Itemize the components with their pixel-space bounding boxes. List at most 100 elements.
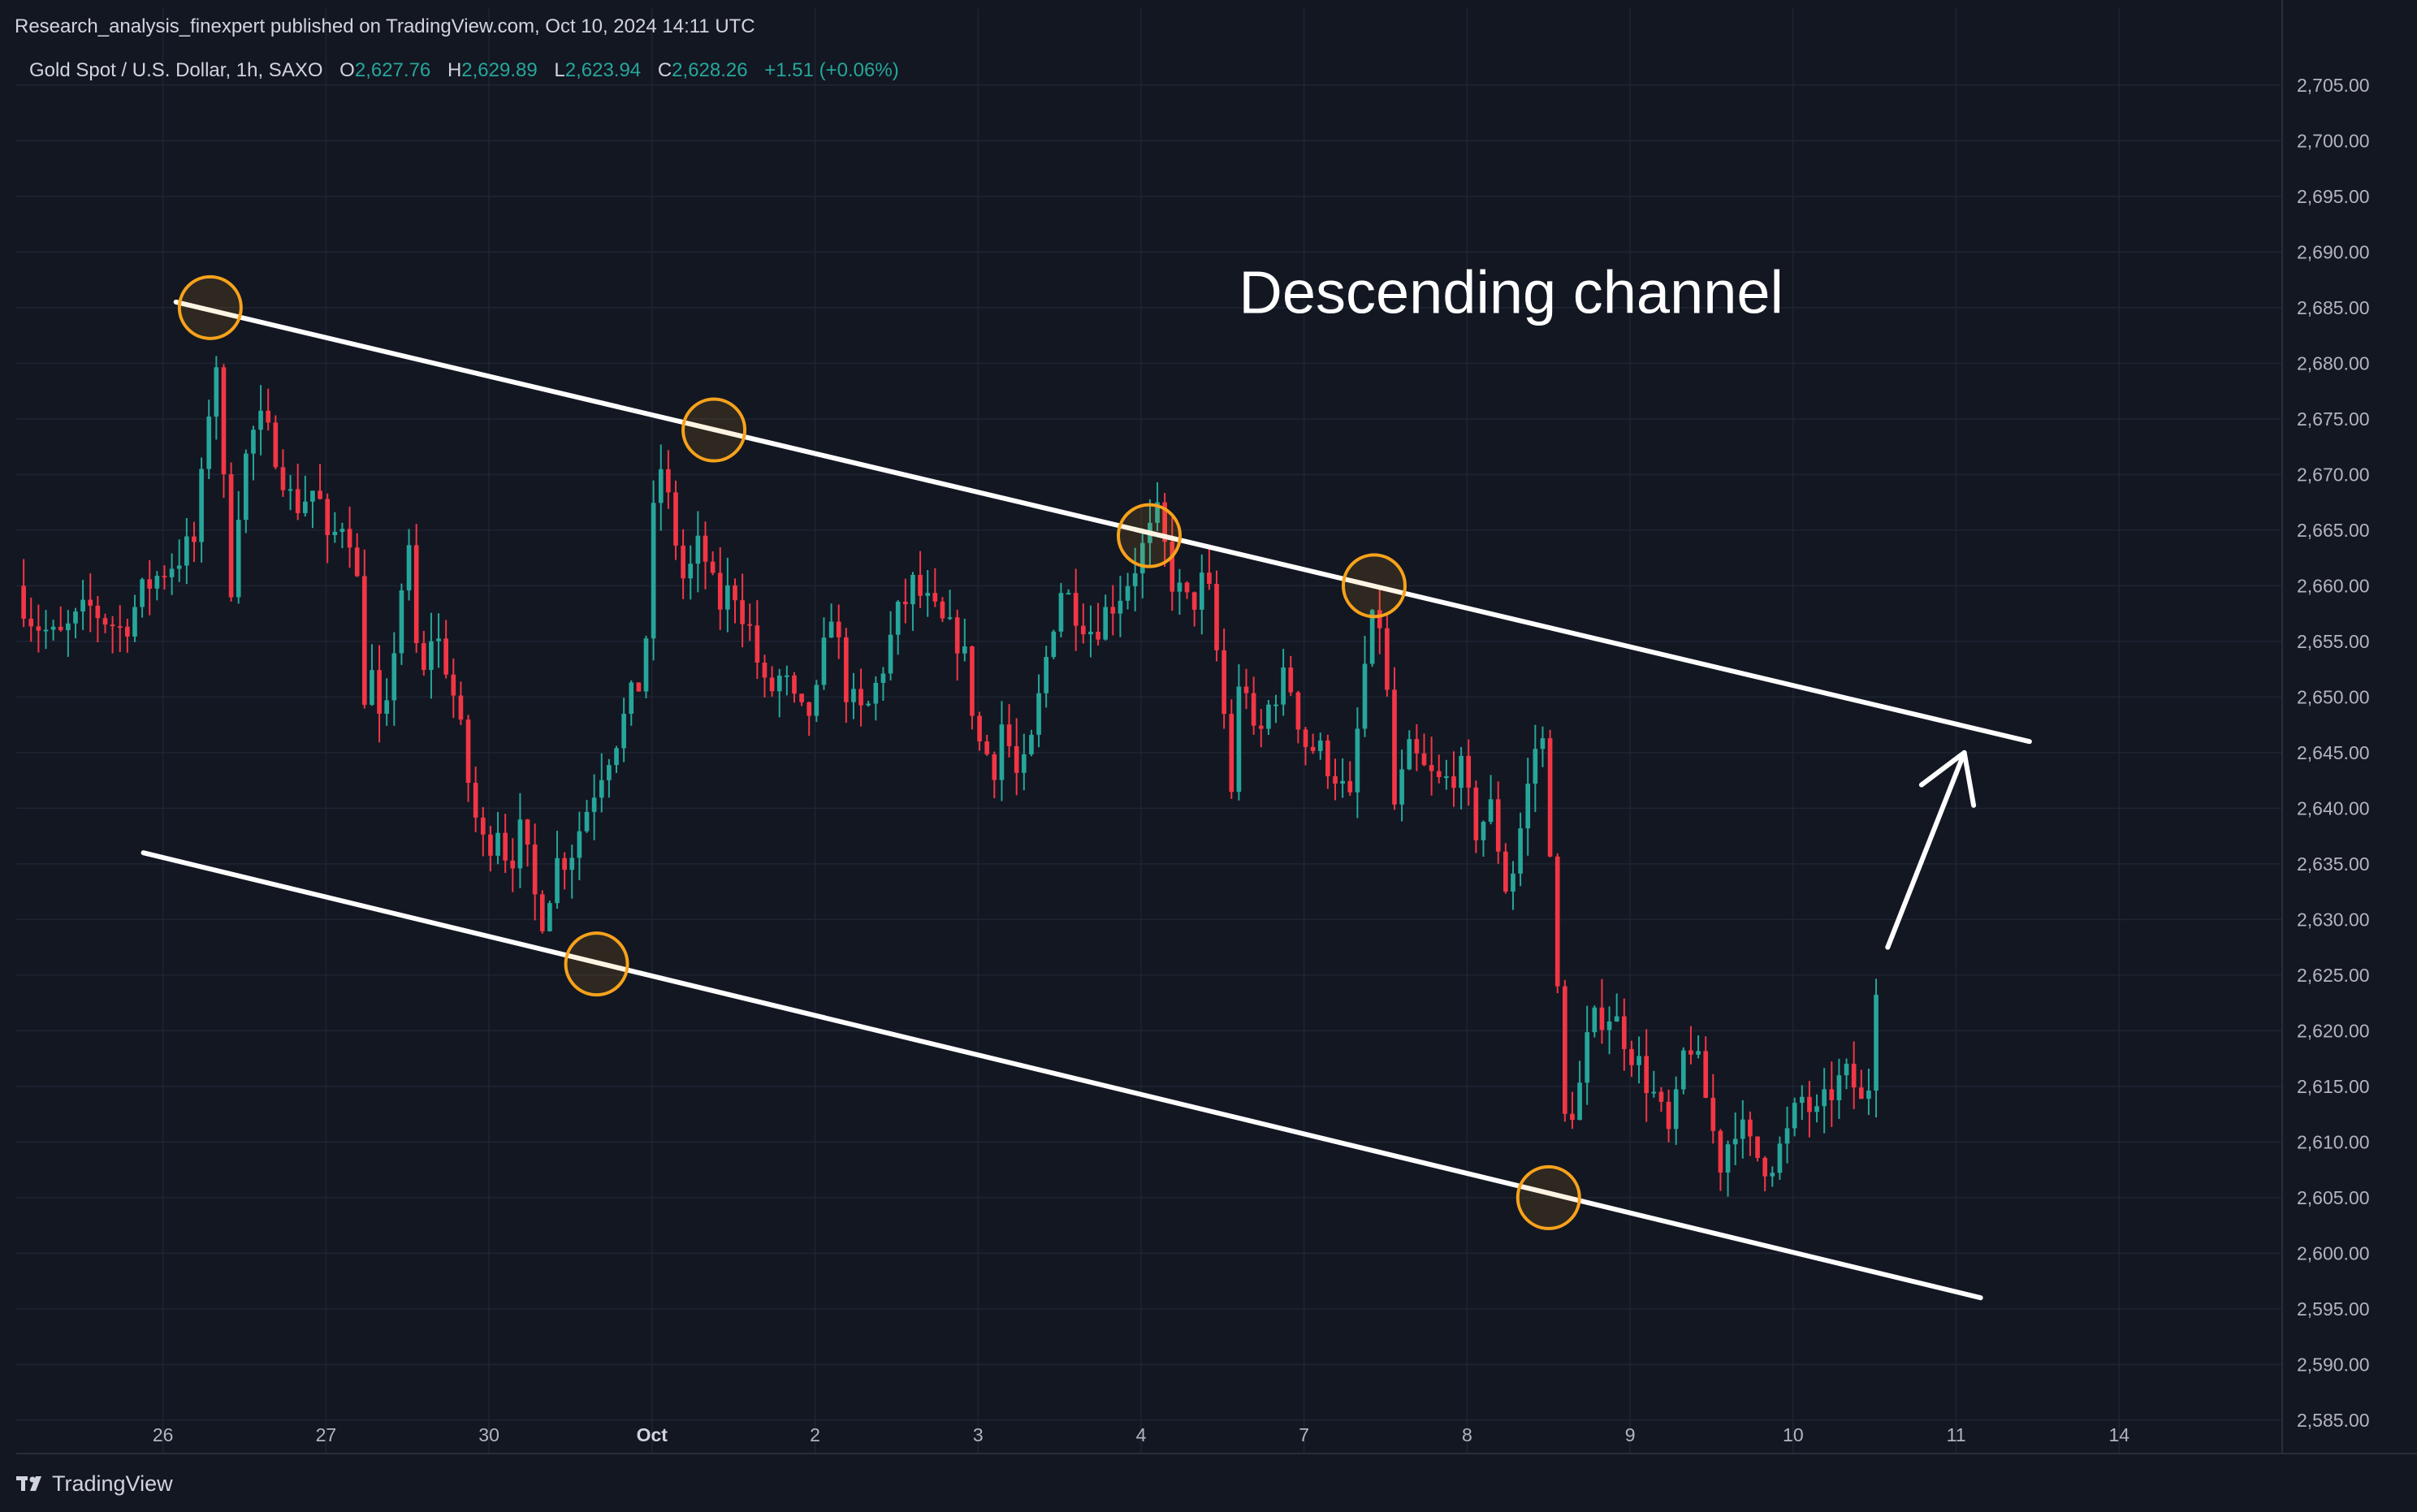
candle-up	[725, 557, 730, 633]
channel-upper-line[interactable]	[173, 299, 2032, 745]
change-value: +1.51 (+0.06%)	[764, 59, 898, 81]
candle-down	[503, 814, 508, 874]
candle-down	[488, 826, 493, 872]
candle-up	[1199, 554, 1204, 635]
time-tick-label: 11	[1947, 1424, 1966, 1445]
candle-down	[1170, 517, 1175, 611]
candle-down	[1096, 603, 1100, 646]
candle-up	[880, 667, 886, 702]
candle-up	[1511, 861, 1515, 910]
tradingview-logo-icon	[16, 1476, 41, 1491]
candle-down	[1325, 734, 1330, 789]
candle-up	[895, 600, 901, 655]
time-tick-label: 10	[1783, 1424, 1804, 1445]
candle-down	[58, 606, 63, 632]
touch-point-marker[interactable]	[681, 397, 747, 463]
candle-up	[1369, 609, 1375, 667]
candle-down	[1073, 568, 1079, 651]
candle-up	[73, 607, 78, 639]
candle-up	[1118, 576, 1123, 637]
channel-lower-line[interactable]	[141, 850, 1983, 1301]
candle-up	[1051, 629, 1057, 659]
candle-up	[1139, 528, 1145, 598]
publisher-line: Research_analysis_finexpert published on…	[15, 15, 755, 37]
candle-down	[769, 666, 775, 697]
touch-point-marker[interactable]	[177, 274, 243, 340]
candle-down	[1214, 570, 1219, 662]
candle-down	[1333, 758, 1338, 801]
candle-up	[888, 611, 893, 680]
svg-text:Gold Spot / U.S. Dollar, 1h, S: Gold Spot / U.S. Dollar, 1h, SAXO O2,627…	[29, 59, 899, 81]
candle-down	[1666, 1089, 1671, 1143]
price-tick-label: 2,620.00	[2297, 1020, 2370, 1041]
candle-down	[1473, 780, 1479, 853]
candle-up	[154, 571, 160, 601]
candle-down	[1570, 1091, 1575, 1130]
candle-down	[1229, 699, 1234, 799]
touch-point-marker[interactable]	[1341, 553, 1407, 619]
candle-up	[1577, 1061, 1582, 1121]
symbol-legend[interactable]: Gold Spot / U.S. Dollar, 1h, SAXO O2,627…	[29, 59, 899, 81]
candle-down	[1503, 843, 1508, 894]
candle-down	[792, 672, 797, 703]
candle-down	[903, 578, 908, 624]
candle-down	[413, 524, 419, 653]
candle-up	[50, 620, 56, 641]
candle-down	[1251, 676, 1256, 735]
breakout-arrow[interactable]	[1885, 750, 1977, 950]
time-axis[interactable]: 26 27 30 Oct 2 3 4 7 8 9 10 11 14	[153, 1424, 2129, 1445]
candle-up	[814, 680, 819, 723]
candle-up	[873, 676, 879, 721]
candle-up	[1696, 1035, 1701, 1059]
candle-down	[681, 529, 685, 599]
price-axis[interactable]: 2,585.00 2,590.00 2,595.00 2,600.00 2,605.00…	[2297, 75, 2370, 1431]
candle-up	[1585, 1005, 1590, 1105]
candle-down	[162, 565, 167, 590]
candle-down	[88, 573, 93, 633]
candle-up	[1066, 589, 1071, 595]
candle-up	[1792, 1097, 1797, 1137]
candle-down	[1688, 1026, 1693, 1065]
touch-point-marker[interactable]	[564, 931, 629, 997]
price-tick-label: 2,690.00	[2297, 241, 2370, 262]
time-tick-label: 30	[478, 1424, 499, 1445]
annotation-label[interactable]: Descending channel	[1239, 259, 1784, 326]
candle-down	[1644, 1029, 1650, 1122]
candle-down	[1755, 1136, 1760, 1162]
candle-up	[339, 522, 345, 549]
candle-down	[325, 493, 331, 564]
price-tick-label: 2,660.00	[2297, 575, 2370, 596]
candle-up	[651, 480, 656, 661]
candle-down	[1703, 1036, 1709, 1099]
candle-down	[1258, 709, 1264, 748]
touch-point-marker[interactable]	[1117, 503, 1182, 568]
candle-up	[599, 753, 604, 813]
open-label: O	[339, 59, 355, 81]
close-label: C	[658, 59, 672, 81]
candle-down	[228, 462, 234, 602]
candle-up	[1725, 1140, 1731, 1197]
tradingview-logo[interactable]: TradingView	[16, 1471, 173, 1496]
grid-lines	[16, 8, 2282, 1454]
candle-up	[1784, 1106, 1790, 1164]
candle-down	[1303, 727, 1308, 766]
symbol-name: Gold Spot / U.S. Dollar, 1h, SAXO	[29, 59, 323, 81]
candle-down	[525, 819, 530, 867]
candle-up	[1407, 730, 1412, 771]
candle-up	[1362, 636, 1368, 737]
candle-up	[1036, 674, 1041, 748]
candle-down	[1347, 761, 1353, 797]
candle-down	[473, 767, 478, 832]
candle-down	[1288, 655, 1294, 697]
candle-up	[1236, 664, 1242, 801]
candle-down	[1221, 629, 1226, 729]
time-tick-label: 2	[810, 1424, 820, 1445]
candle-up	[629, 680, 634, 726]
candle-down	[1385, 612, 1390, 697]
candle-down	[562, 852, 567, 890]
candle-up	[1273, 694, 1278, 724]
touch-point-marker[interactable]	[1515, 1164, 1581, 1230]
candle-down	[532, 823, 538, 921]
candle-up	[391, 632, 397, 726]
